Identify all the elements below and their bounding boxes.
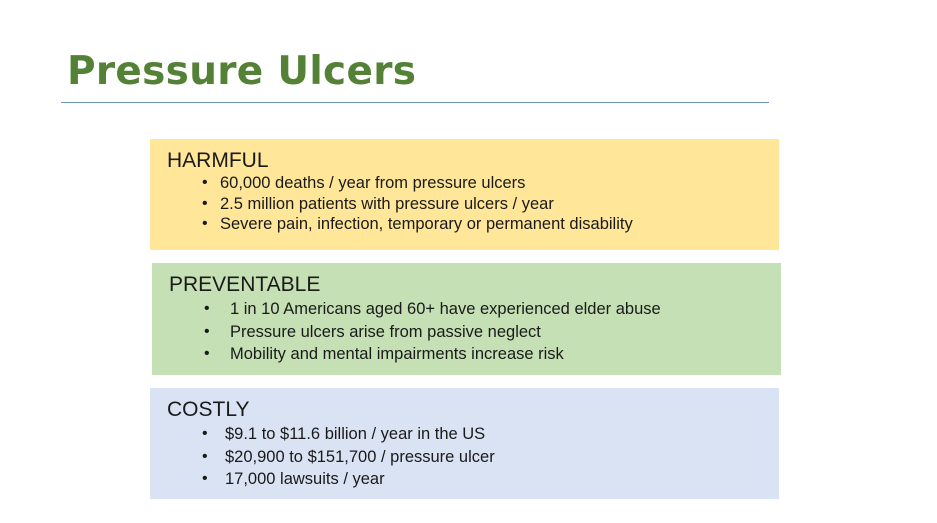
list-item: • Severe pain, infection, temporary or pe…	[167, 214, 779, 235]
costly-bullet-list: • $9.1 to $11.6 billion / year in the US …	[167, 423, 779, 491]
bullet-icon: •	[202, 447, 208, 465]
bullet-text: Mobility and mental impairments increase…	[230, 345, 564, 363]
bullet-icon: •	[202, 215, 208, 232]
bullet-text: 60,000 deaths / year from pressure ulcer…	[220, 174, 526, 192]
list-item: • Pressure ulcers arise from passive negl…	[169, 321, 781, 344]
harmful-bullet-list: • 60,000 deaths / year from pressure ulce…	[167, 173, 779, 235]
bullet-icon: •	[204, 322, 210, 340]
costly-section: COSTLY • $9.1 to $11.6 billion / year in …	[150, 388, 779, 499]
list-item: • 60,000 deaths / year from pressure ulce…	[167, 173, 779, 194]
bullet-icon: •	[202, 174, 208, 191]
bullet-text: 17,000 lawsuits / year	[225, 470, 385, 488]
list-item: • 1 in 10 Americans aged 60+ have experie…	[169, 298, 781, 321]
slide-title: Pressure Ulcers	[67, 49, 417, 94]
title-underline	[61, 102, 769, 103]
preventable-heading: PREVENTABLE	[169, 273, 321, 296]
bullet-text: Pressure ulcers arise from passive negle…	[230, 322, 541, 341]
list-item: • Mobility and mental impairments increas…	[169, 343, 781, 366]
bullet-text: Severe pain, infection, temporary or per…	[220, 215, 633, 233]
bullet-icon: •	[202, 425, 208, 442]
harmful-section: HARMFUL • 60,000 deaths / year from press…	[150, 139, 779, 250]
bullet-icon: •	[202, 470, 208, 487]
bullet-text: 1 in 10 Americans aged 60+ have experien…	[230, 300, 661, 318]
costly-heading: COSTLY	[167, 398, 250, 421]
list-item: • $20,900 to $151,700 / pressure ulcer	[167, 446, 779, 469]
preventable-section: PREVENTABLE • 1 in 10 Americans aged 60+ …	[152, 263, 781, 375]
bullet-icon: •	[204, 300, 210, 317]
harmful-heading: HARMFUL	[167, 149, 269, 172]
bullet-text: $9.1 to $11.6 billion / year in the US	[225, 425, 486, 443]
bullet-icon: •	[202, 194, 208, 212]
list-item: • 17,000 lawsuits / year	[167, 468, 779, 491]
list-item: • 2.5 million patients with pressure ulce…	[167, 194, 779, 215]
bullet-icon: •	[204, 345, 210, 362]
list-item: • $9.1 to $11.6 billion / year in the US	[167, 423, 779, 446]
preventable-bullet-list: • 1 in 10 Americans aged 60+ have experie…	[169, 298, 781, 366]
bullet-text: $20,900 to $151,700 / pressure ulcer	[225, 447, 495, 466]
bullet-text: 2.5 million patients with pressure ulcer…	[220, 194, 554, 213]
